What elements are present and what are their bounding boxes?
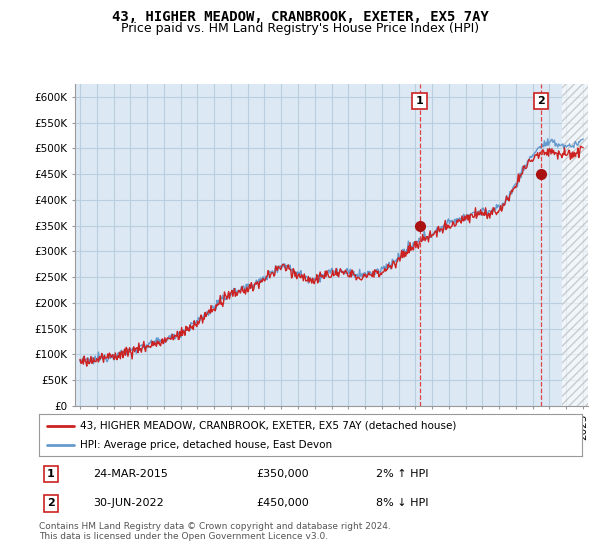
Text: 43, HIGHER MEADOW, CRANBROOK, EXETER, EX5 7AY (detached house): 43, HIGHER MEADOW, CRANBROOK, EXETER, EX… (80, 421, 456, 431)
Text: 1: 1 (47, 469, 55, 479)
Text: £350,000: £350,000 (256, 469, 309, 479)
Text: Price paid vs. HM Land Registry's House Price Index (HPI): Price paid vs. HM Land Registry's House … (121, 22, 479, 35)
Text: £450,000: £450,000 (256, 498, 309, 508)
Text: 24-MAR-2015: 24-MAR-2015 (94, 469, 168, 479)
Text: 2: 2 (537, 96, 545, 106)
Text: 2: 2 (47, 498, 55, 508)
Text: Contains HM Land Registry data © Crown copyright and database right 2024.
This d: Contains HM Land Registry data © Crown c… (39, 522, 391, 542)
Text: 1: 1 (416, 96, 424, 106)
Text: 30-JUN-2022: 30-JUN-2022 (94, 498, 164, 508)
Text: 2% ↑ HPI: 2% ↑ HPI (376, 469, 428, 479)
Text: 43, HIGHER MEADOW, CRANBROOK, EXETER, EX5 7AY: 43, HIGHER MEADOW, CRANBROOK, EXETER, EX… (112, 10, 488, 24)
Text: 8% ↓ HPI: 8% ↓ HPI (376, 498, 428, 508)
Text: HPI: Average price, detached house, East Devon: HPI: Average price, detached house, East… (80, 440, 332, 450)
Bar (562, 71, 588, 406)
